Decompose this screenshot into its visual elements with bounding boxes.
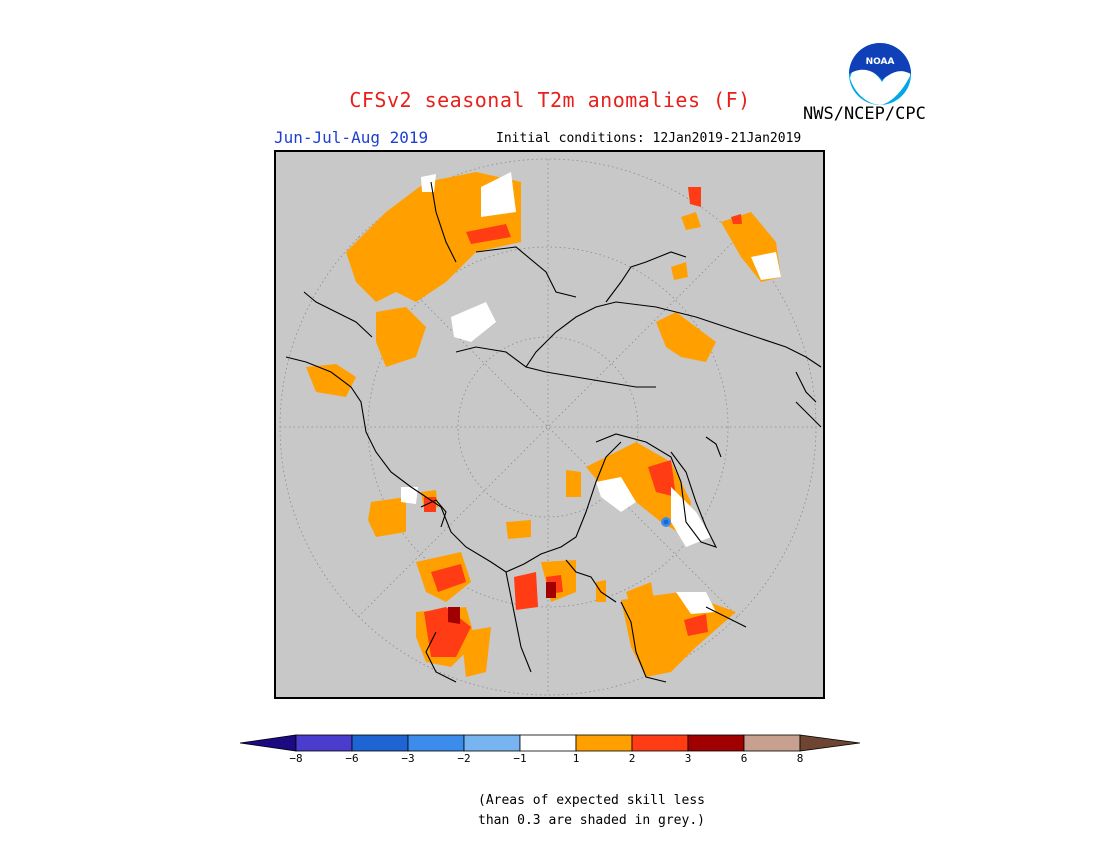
legend-bin [463, 734, 521, 752]
legend-upper-arrow [799, 734, 860, 752]
agency-label: NWS/NCEP/CPC [803, 104, 926, 124]
near-zero-patches [401, 172, 781, 614]
legend-bin [351, 734, 409, 752]
legend-tick-label: −8 [289, 752, 303, 765]
legend-bin [407, 734, 465, 752]
legend-tick-label: 8 [796, 752, 804, 765]
legend-tick-label: 2 [628, 752, 636, 765]
map-panel [274, 150, 825, 699]
forecast-period: Jun-Jul-Aug 2019 [274, 128, 429, 147]
legend-tick-label: 6 [740, 752, 748, 765]
anomaly-patches-red [424, 187, 742, 657]
legend-tick-label: −2 [457, 752, 471, 765]
legend-bin [743, 734, 801, 752]
polar-map [279, 158, 822, 696]
initial-conditions: Initial conditions: 12Jan2019-21Jan2019 [496, 131, 802, 146]
coastlines [285, 181, 822, 683]
skill-footnote: (Areas of expected skill less than 0.3 a… [478, 793, 705, 828]
legend-bin [687, 734, 745, 752]
legend-bin [519, 734, 577, 752]
legend-bin [295, 734, 353, 752]
noaa-logo: NOAA [849, 43, 911, 105]
legend-tick-label: −3 [401, 752, 415, 765]
logo-text: NOAA [866, 57, 895, 67]
legend-tick-label: 1 [572, 752, 580, 765]
anomaly-patches-darkred [448, 582, 556, 624]
legend-lower-arrow [240, 734, 297, 752]
legend-bin [631, 734, 689, 752]
map-title: CFSv2 seasonal T2m anomalies (F) [349, 88, 751, 112]
graticule [279, 158, 817, 696]
color-legend [240, 734, 860, 752]
legend-tick-label: −1 [513, 752, 527, 765]
legend-tick-label: 3 [684, 752, 692, 765]
legend-tick-label: −6 [345, 752, 359, 765]
legend-bin [575, 734, 633, 752]
